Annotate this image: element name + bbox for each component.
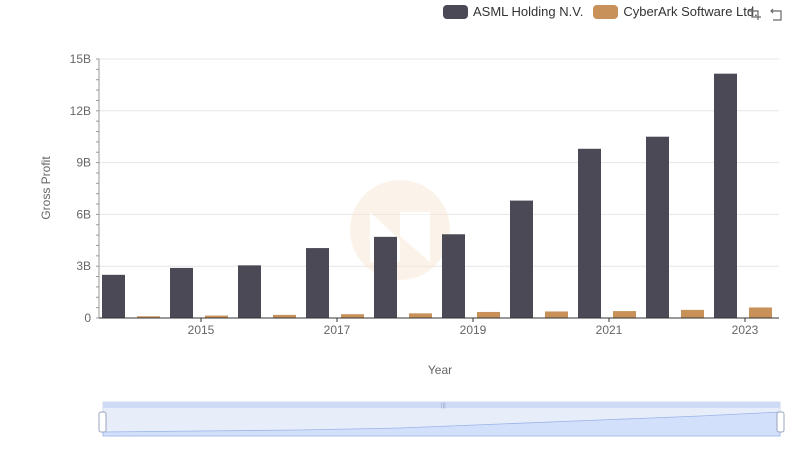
x-tick-label: 2021 [596,323,623,337]
bar-asml[interactable] [578,148,601,318]
bar-cyberark[interactable] [341,314,364,318]
legend-item-cyberark[interactable]: CyberArk Software Ltd. [593,4,758,19]
legend-label-cyberark: CyberArk Software Ltd. [623,4,758,19]
x-tick-label: 2017 [324,323,351,337]
bar-asml[interactable] [646,136,669,318]
bar-asml[interactable] [170,267,193,318]
legend-label-asml: ASML Holding N.V. [473,4,584,19]
bar-asml[interactable] [102,274,125,318]
x-tick-label: 2023 [732,323,759,337]
y-tick-label: 0 [84,311,91,325]
bar-cyberark[interactable] [409,313,432,318]
datazoom-grip[interactable]: ||| [441,403,446,409]
y-tick-label: 6B [76,207,91,221]
legend-swatch-asml [443,4,468,19]
bar-cyberark[interactable] [613,311,636,318]
y-tick-label: 12B [70,104,91,118]
y-tick-label: 15B [70,52,91,66]
y-tick-label: 9B [76,156,91,170]
watermark-logo [350,180,450,280]
bar-asml[interactable] [238,265,261,318]
toolbox [747,6,785,22]
bars [102,73,772,318]
bar-asml[interactable] [442,234,465,318]
data-zoom-slider[interactable]: ||| [98,401,785,437]
y-axis-label: Gross Profit [39,156,53,220]
x-axis-label: Year [428,363,452,377]
axes: 0 3B 6B 9B 12B 15B 2015 2017 2019 2021 2023 [70,52,779,337]
datazoom-top-bar[interactable] [103,402,780,408]
bar-cyberark[interactable] [545,311,568,318]
datazoom-handle-right[interactable] [776,411,785,433]
x-tick-label: 2015 [188,323,215,337]
grid-lines [99,58,779,319]
bar-cyberark[interactable] [477,311,500,318]
bar-asml[interactable] [510,200,533,318]
legend-item-asml[interactable]: ASML Holding N.V. [443,4,583,19]
bar-asml[interactable] [306,248,329,318]
restore-icon[interactable] [769,6,785,22]
bar-cyberark[interactable] [205,315,228,318]
bar-cyberark[interactable] [749,307,772,318]
legend: ASML Holding N.V. CyberArk Software Ltd. [443,4,768,19]
zoom-icon[interactable] [747,6,763,22]
datazoom-handle-left[interactable] [98,411,107,433]
y-tick-label: 3B [76,259,91,273]
bar-cyberark[interactable] [137,316,160,318]
bar-asml[interactable] [374,236,397,318]
bar-cyberark[interactable] [273,314,296,318]
legend-swatch-cyberark [593,4,619,19]
datazoom-preview [102,411,781,437]
x-tick-label: 2019 [460,323,487,337]
bar-asml[interactable] [714,73,737,318]
bar-cyberark[interactable] [681,309,704,318]
